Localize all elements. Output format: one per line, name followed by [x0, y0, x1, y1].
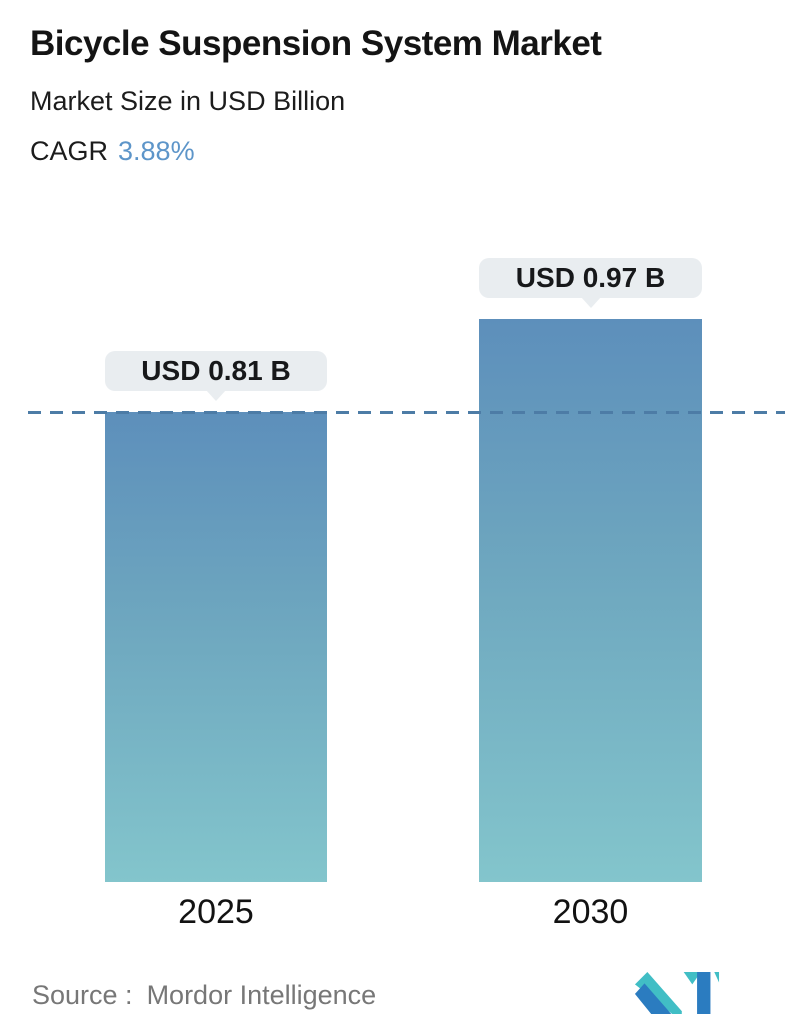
reference-dashed-line	[28, 411, 785, 414]
x-axis-label-2030: 2030	[552, 893, 629, 931]
value-tooltip-2025: USD 0.81 B	[105, 351, 327, 391]
x-axis-label-2025: 2025	[178, 893, 254, 931]
value-tooltip-2030: USD 0.97 B	[479, 258, 702, 298]
chart-subtitle: Market Size in USD Billion	[30, 86, 346, 116]
source-label: Source :	[32, 980, 133, 1010]
mordor-intelligence-logo	[634, 971, 720, 1014]
bar-2030	[479, 319, 702, 882]
cagr-value: 3.88%	[118, 136, 195, 166]
cagr-row: CAGR 3.88%	[30, 136, 195, 167]
page-title: Bicycle Suspension System Market	[30, 24, 602, 63]
cagr-label: CAGR	[30, 136, 109, 166]
bar-2025	[105, 412, 327, 882]
source-value: Mordor Intelligence	[146, 980, 377, 1010]
source-line: Source : Mordor Intelligence	[32, 980, 376, 1011]
